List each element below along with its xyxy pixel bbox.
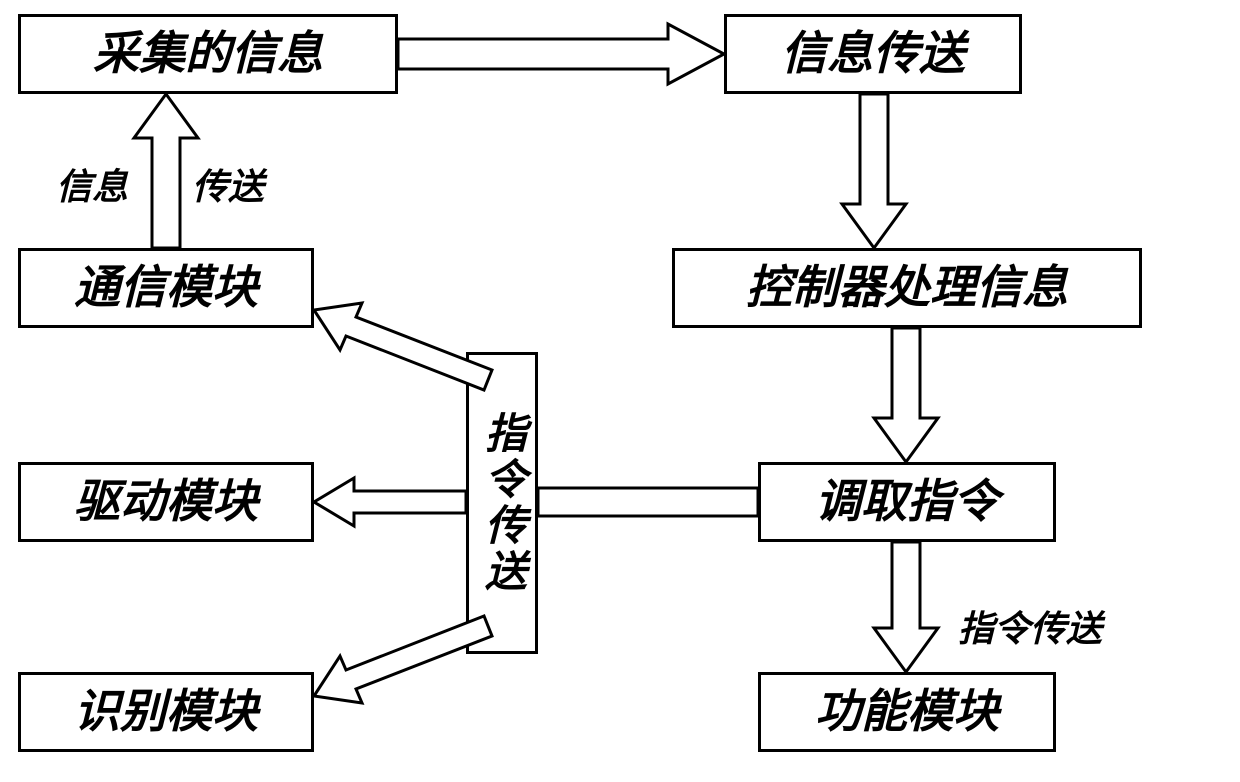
flowchart-canvas: 采集的信息 信息传送 通信模块 控制器处理信息 驱动模块 调取指令 识别模块 功… — [0, 0, 1240, 782]
node-label: 信息传送 — [781, 29, 965, 80]
arrow-transmit-to-process — [842, 94, 906, 248]
node-label: 驱动模块 — [74, 477, 258, 528]
node-label: 通信模块 — [74, 263, 258, 314]
arrows-layer — [0, 0, 1240, 782]
arrow-retrieve-to-cmdbox — [538, 488, 758, 516]
node-process: 控制器处理信息 — [672, 248, 1142, 328]
label-info-left: 信息 — [56, 158, 128, 210]
node-function: 功能模块 — [758, 672, 1056, 752]
node-label: 控制器处理信息 — [746, 263, 1068, 314]
arrow-retrieve-to-function — [874, 542, 938, 672]
node-label: 采集的信息 — [93, 29, 323, 80]
node-comm: 通信模块 — [18, 248, 314, 328]
node-label: 识别模块 — [74, 687, 258, 738]
arrow-process-to-retrieve — [874, 328, 938, 462]
node-label: 指令传送 — [472, 411, 533, 595]
node-transmit: 信息传送 — [724, 14, 1022, 94]
node-recognize: 识别模块 — [18, 672, 314, 752]
arrow-collect-to-transmit — [398, 24, 724, 84]
arrow-comm-to-collect — [134, 94, 198, 248]
label-cmd-send: 指令传送 — [958, 600, 1102, 652]
node-retrieve: 调取指令 — [758, 462, 1056, 542]
node-label: 调取指令 — [815, 477, 999, 528]
node-cmd-transmit-box: 指令传送 — [466, 352, 538, 654]
arrow-cmdbox-to-drive — [314, 478, 466, 526]
node-collect: 采集的信息 — [18, 14, 398, 94]
node-drive: 驱动模块 — [18, 462, 314, 542]
node-label: 功能模块 — [815, 687, 999, 738]
label-info-right: 传送 — [192, 158, 264, 210]
